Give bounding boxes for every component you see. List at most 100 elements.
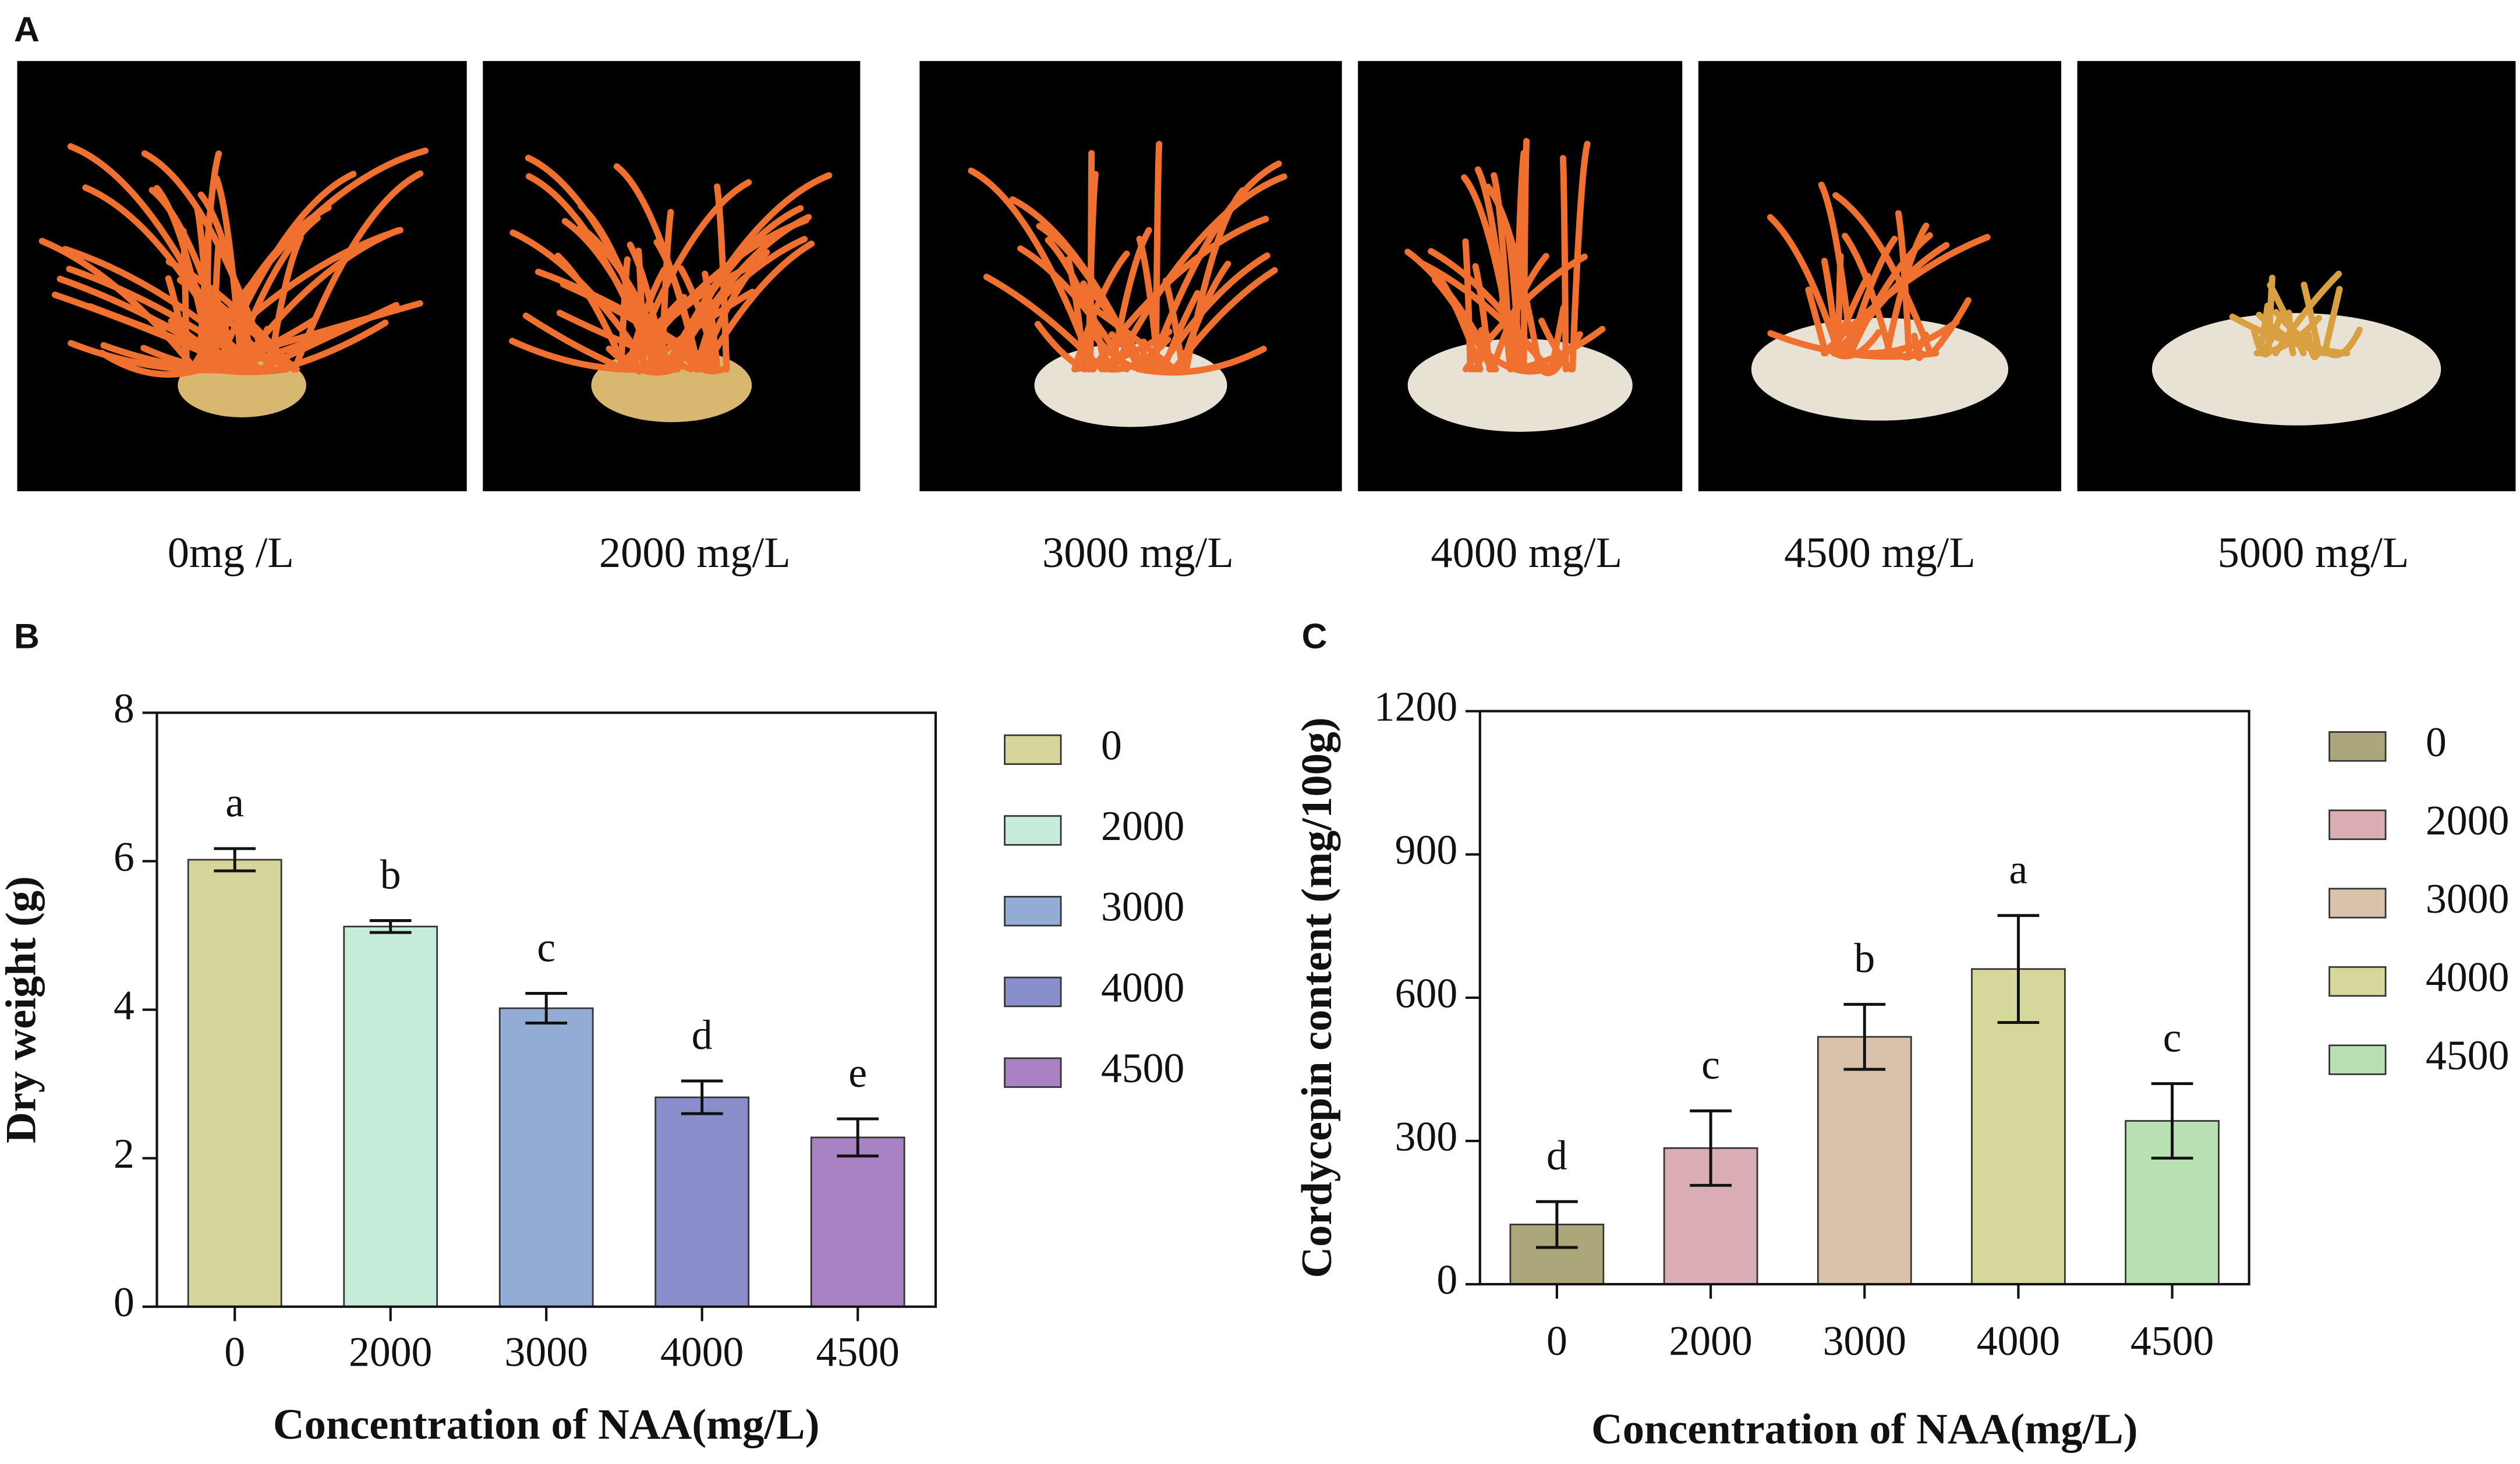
fruiting-body	[275, 319, 389, 373]
fruiting-body	[618, 256, 631, 373]
fruiting-body	[1846, 236, 1898, 357]
fruiting-body	[266, 234, 304, 373]
substrate	[1407, 338, 1633, 432]
bar	[654, 1096, 750, 1308]
y-tick-label: 0	[1436, 1257, 1457, 1303]
legend-swatch	[2328, 966, 2387, 997]
legend-label: 0	[1101, 722, 1122, 768]
fruiting-body	[2326, 326, 2363, 359]
significance-letter: d	[1546, 1132, 1567, 1179]
fruiting-body	[1472, 263, 1493, 373]
y-tick-label: 900	[1395, 827, 1458, 873]
fruiting-body	[98, 349, 205, 378]
error-bar	[1997, 914, 2040, 1025]
fruiting-body	[1818, 181, 1855, 357]
legend-label: 3000	[1101, 884, 1184, 930]
fruiting-body	[653, 239, 702, 373]
legend-swatch	[2328, 731, 2387, 762]
x-tick-label: 4500	[2130, 1317, 2214, 1364]
error-bar	[369, 919, 412, 934]
fruiting-body	[2305, 331, 2321, 360]
fruiting-body	[1569, 140, 1591, 373]
y-tick-label: 0	[114, 1279, 135, 1325]
fruiting-body	[1489, 253, 1549, 373]
significance-letter: e	[848, 1050, 867, 1096]
legend-label: 4500	[1101, 1045, 1184, 1091]
error-bar	[837, 1117, 879, 1158]
fruiting-body	[577, 224, 674, 373]
bar	[1817, 1036, 1912, 1285]
fruiting-body	[141, 150, 272, 373]
fruiting-body	[2256, 302, 2271, 357]
fruiting-body	[2321, 286, 2343, 357]
bar	[187, 859, 282, 1308]
y-tick-label: 2	[114, 1130, 135, 1177]
photo-caption: 4500 mg/L	[1784, 529, 1976, 577]
bar	[343, 926, 438, 1308]
legend-label: 3000	[2426, 875, 2509, 922]
y-tick-label: 600	[1395, 970, 1458, 1016]
photo	[1698, 61, 2062, 491]
fruiting-body	[721, 319, 730, 373]
y-axis-title: Cordycepin content (mg/100g)	[1293, 717, 1341, 1278]
x-tick-label: 2000	[349, 1329, 432, 1376]
x-tick-label: 2000	[1669, 1317, 1752, 1364]
fruiting-body	[1559, 155, 1569, 373]
significance-letter: b	[1854, 935, 1875, 981]
legend-swatch	[2328, 809, 2387, 841]
x-tick-label: 3000	[505, 1329, 588, 1376]
significance-letter: c	[537, 924, 555, 970]
fruiting-body	[1864, 318, 1960, 357]
photo-caption: 3000 mg/L	[1042, 529, 1234, 577]
legend-swatch	[2328, 888, 2387, 919]
significance-letter: b	[380, 851, 401, 898]
bar	[498, 1007, 594, 1308]
legend-label: 4000	[1101, 964, 1184, 1011]
fruiting-body	[1895, 210, 1912, 357]
fruiting-body	[1065, 256, 1088, 373]
fruiting-body	[1832, 192, 1934, 357]
significance-letter: a	[225, 779, 244, 826]
legend-label: 2000	[2426, 797, 2509, 843]
significance-letter: d	[692, 1012, 713, 1058]
fruiting-body	[696, 249, 770, 373]
fruiting-body	[1419, 260, 1552, 373]
x-tick-label: 3000	[1823, 1317, 1906, 1364]
fruiting-body	[200, 204, 332, 373]
error-bar	[2151, 1082, 2193, 1160]
fruiting-body	[1086, 285, 1149, 373]
legend-swatch	[1004, 815, 1062, 846]
significance-letter: a	[2009, 846, 2028, 893]
fruiting-body	[1929, 297, 1972, 357]
fruiting-body	[1895, 331, 1929, 361]
x-axis-title: Concentration of NAA(mg/L)	[1591, 1406, 2138, 1454]
fruiting-body	[635, 247, 647, 373]
fruiting-body	[1183, 187, 1246, 373]
photo	[2077, 61, 2516, 491]
fruiting-body	[1156, 252, 1270, 373]
fruiting-body	[1146, 160, 1282, 373]
legend-label: 0	[2426, 719, 2447, 765]
fruiting-body	[1087, 150, 1095, 373]
fruiting-body	[1835, 253, 1844, 357]
x-tick-label: 0	[1546, 1317, 1567, 1364]
fruiting-body	[1162, 277, 1186, 373]
error-bar	[681, 1079, 723, 1115]
photo-caption: 2000 mg/L	[599, 529, 791, 577]
y-tick-label: 4	[114, 982, 135, 1029]
significance-letter: c	[2163, 1014, 2182, 1061]
x-tick-label: 4000	[660, 1329, 744, 1376]
error-bar	[1843, 1002, 1886, 1071]
plot-frame	[155, 711, 937, 1308]
fruiting-body	[968, 167, 1097, 373]
error-bar	[1690, 1109, 1732, 1187]
fruiting-body	[1135, 346, 1267, 376]
fruiting-body	[257, 302, 400, 373]
fruiting-body	[291, 170, 424, 373]
fruiting-body	[535, 268, 720, 373]
panel-label: A	[14, 9, 40, 49]
photo-caption: 4000 mg/L	[1431, 529, 1622, 577]
legend-swatch	[1004, 1057, 1062, 1088]
fruiting-body	[1110, 173, 1287, 373]
fruiting-body	[82, 184, 242, 373]
